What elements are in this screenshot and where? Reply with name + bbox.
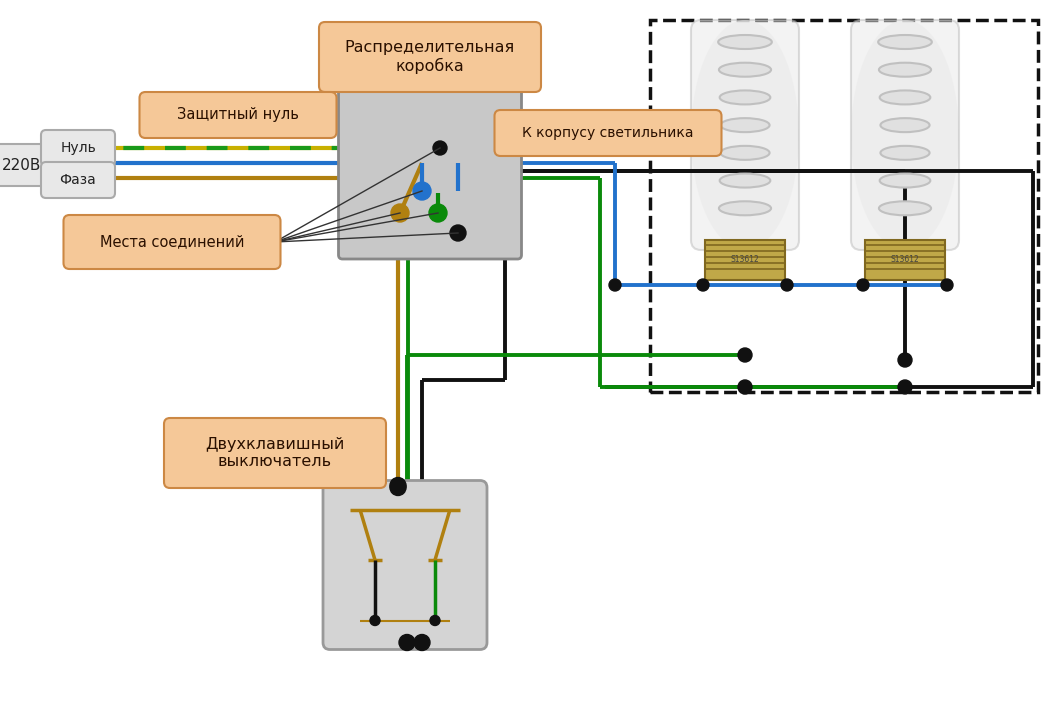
Circle shape	[391, 204, 409, 222]
Ellipse shape	[720, 174, 770, 188]
Circle shape	[609, 279, 621, 291]
Ellipse shape	[718, 35, 772, 49]
Circle shape	[390, 477, 407, 494]
Circle shape	[390, 479, 407, 496]
Circle shape	[643, 141, 657, 155]
Text: Двухклавишный
выключатель: Двухклавишный выключатель	[205, 437, 345, 469]
FancyBboxPatch shape	[339, 81, 521, 259]
FancyBboxPatch shape	[323, 480, 487, 650]
Bar	[705, 240, 785, 280]
Circle shape	[738, 348, 752, 362]
FancyBboxPatch shape	[319, 22, 541, 92]
Bar	[865, 240, 945, 280]
Text: S13612: S13612	[730, 255, 760, 264]
Circle shape	[414, 634, 429, 651]
Circle shape	[738, 380, 752, 394]
Ellipse shape	[881, 146, 930, 160]
Ellipse shape	[878, 35, 932, 49]
Ellipse shape	[880, 90, 930, 104]
Ellipse shape	[720, 146, 769, 160]
Ellipse shape	[720, 90, 770, 104]
Circle shape	[781, 279, 793, 291]
Circle shape	[399, 634, 415, 651]
FancyBboxPatch shape	[64, 215, 280, 269]
Text: 220В: 220В	[2, 158, 42, 172]
FancyBboxPatch shape	[691, 20, 799, 250]
Text: Места соединений: Места соединений	[99, 235, 245, 250]
Text: Защитный нуль: Защитный нуль	[177, 107, 299, 123]
Ellipse shape	[719, 201, 771, 215]
Ellipse shape	[879, 62, 931, 76]
Circle shape	[413, 182, 431, 200]
Text: Нуль: Нуль	[61, 141, 96, 155]
Circle shape	[429, 204, 447, 222]
Ellipse shape	[879, 201, 931, 215]
Ellipse shape	[691, 20, 799, 250]
Ellipse shape	[720, 118, 769, 132]
Circle shape	[450, 225, 466, 241]
Ellipse shape	[881, 118, 930, 132]
Circle shape	[857, 279, 869, 291]
Ellipse shape	[880, 174, 930, 188]
Text: К корпусу светильника: К корпусу светильника	[522, 126, 694, 140]
Circle shape	[429, 615, 440, 625]
Circle shape	[433, 141, 447, 155]
FancyBboxPatch shape	[41, 162, 115, 198]
Circle shape	[370, 615, 380, 625]
Text: S13612: S13612	[890, 255, 920, 264]
FancyBboxPatch shape	[494, 110, 721, 156]
Circle shape	[898, 380, 912, 394]
Bar	[650, 20, 1038, 392]
FancyBboxPatch shape	[41, 130, 115, 166]
Circle shape	[940, 279, 953, 291]
Ellipse shape	[851, 20, 959, 250]
Circle shape	[898, 353, 912, 367]
Text: Фаза: Фаза	[60, 173, 96, 187]
FancyBboxPatch shape	[0, 144, 49, 186]
Circle shape	[697, 279, 709, 291]
FancyBboxPatch shape	[139, 92, 336, 138]
Ellipse shape	[719, 62, 771, 76]
FancyBboxPatch shape	[851, 20, 959, 250]
Text: Распределительная
коробка: Распределительная коробка	[345, 40, 515, 74]
FancyBboxPatch shape	[164, 418, 386, 488]
